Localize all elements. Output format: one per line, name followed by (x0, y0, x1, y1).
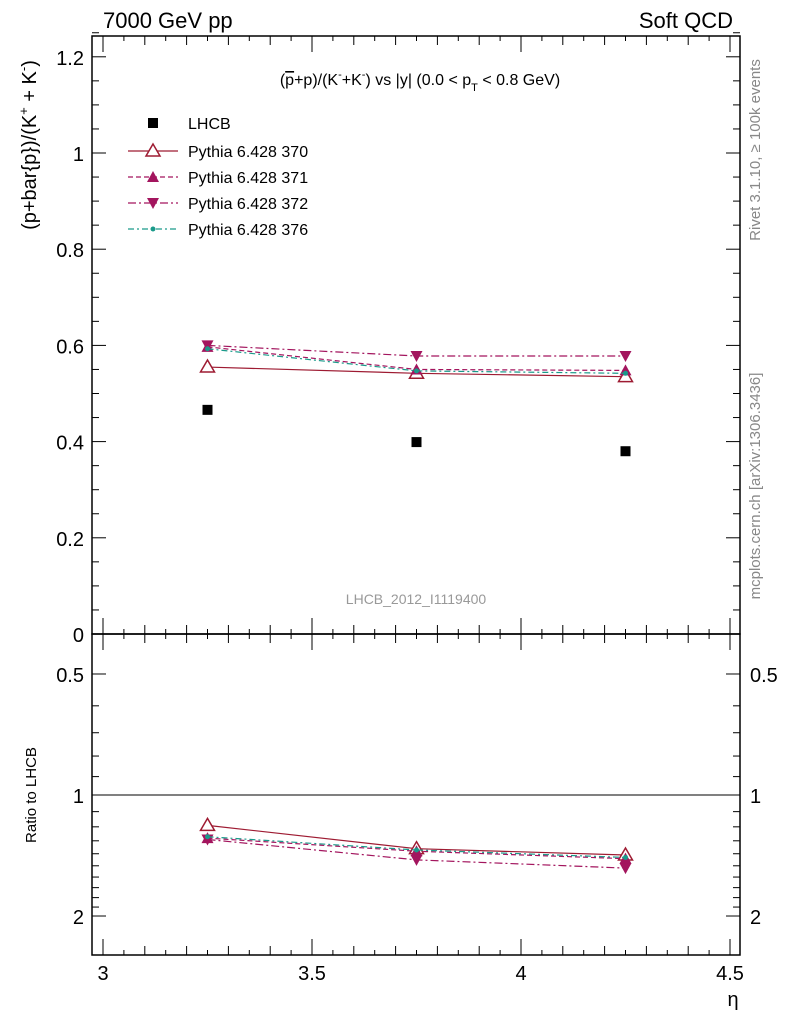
ratio-series-3-point (414, 847, 419, 853)
legend-label-0: LHCB (188, 116, 231, 133)
rivet-label: Rivet 3.1.10, ≥ 100k events (747, 59, 764, 241)
y-tick-label-ratio-right: 1 (750, 786, 761, 808)
ratio-series-2-point (410, 854, 423, 866)
y-tick-label-main: 0.6 (56, 336, 84, 358)
ratio-series-3-point (623, 854, 628, 860)
labels: 7000 GeV pp Soft QCD (p+p)/(K-+K-) vs |y… (16, 8, 764, 1011)
y-tick-label-main: 1.2 (56, 48, 84, 70)
main-series-3-point (201, 340, 214, 352)
header-right: Soft QCD (639, 8, 733, 33)
main-series-1-point (199, 358, 216, 373)
legend-label-3: Pythia 6.428 372 (188, 196, 308, 213)
header-left: 7000 GeV pp (103, 8, 233, 33)
legend-label-4: Pythia 6.428 376 (188, 222, 308, 239)
legend-label-1: Pythia 6.428 370 (188, 144, 308, 161)
legend-label-2: Pythia 6.428 371 (188, 170, 308, 187)
watermark: LHCB_2012_I1119400 (346, 591, 487, 607)
y-tick-label-main: 1 (73, 144, 84, 166)
y-tick-label-main: 0.4 (56, 433, 84, 455)
plot-title: (p+p)/(K-+K-) vs |y| (0.0 < pT < 0.8 GeV… (280, 69, 560, 94)
legend: LHCB Pythia 6.428 370 Pythia 6.428 371 Pyth… (128, 116, 308, 239)
x-tick-label: 3.5 (298, 963, 326, 985)
ratio-series-0-point (199, 816, 216, 832)
series-layer (199, 340, 634, 875)
main-series-3-point (619, 350, 632, 362)
x-axis-label: η (727, 989, 738, 1011)
legend-marker-3 (147, 198, 159, 209)
legend-marker-1 (144, 142, 162, 157)
legend-marker-2 (147, 171, 159, 182)
main-series-4-point (414, 368, 419, 374)
ratio-series-2-point (619, 863, 632, 875)
y-tick-label-ratio-right: 0.5 (750, 665, 778, 687)
y-tick-label-main: 0.2 (56, 529, 84, 551)
main-series-4-point (623, 370, 628, 376)
axis-ticks: 0 0.2 0.4 0.6 0.8 1 1.2 0.5 0.5 1 1 2 2 3 3.5 4 4.5 (56, 32, 778, 985)
x-tick-label: 3 (97, 963, 108, 985)
legend-marker-lhcb (148, 118, 158, 128)
mcplots-label: mcplots.cern.ch [arXiv:1306.3436] (747, 373, 764, 600)
main-series-2-point (619, 364, 632, 376)
y-tick-label-ratio-right: 2 (750, 907, 761, 929)
data-point-lhcb (202, 404, 213, 415)
y-tick-label-main: 0.8 (56, 240, 84, 262)
y-axis-label-ratio: Ratio to LHCB (23, 747, 40, 843)
y-axis-label-main: (p+bar{p})/(K+ + K-) (16, 60, 41, 230)
x-tick-label: 4.5 (716, 963, 744, 985)
ratio-series-3-point (205, 834, 210, 840)
y-tick-label-ratio: 2 (73, 907, 84, 929)
y-tick-label-ratio: 1 (73, 786, 84, 808)
x-tick-label: 4 (515, 963, 526, 985)
main-series-4-point (205, 346, 210, 352)
main-series-3-point (410, 350, 423, 362)
y-tick-label-ratio: 0.5 (56, 665, 84, 687)
data-point-lhcb (411, 437, 422, 448)
legend-marker-4 (150, 226, 156, 232)
data-point-lhcb (620, 446, 631, 457)
y-tick-label-main: 0 (73, 625, 84, 647)
